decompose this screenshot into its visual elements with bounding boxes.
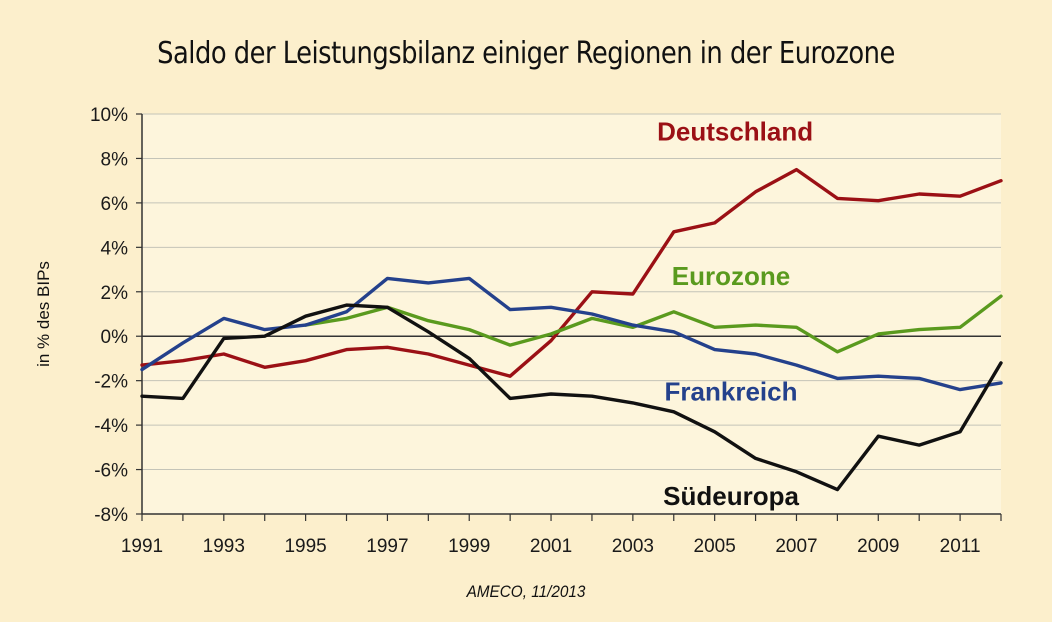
chart-title: Saldo der Leistungsbilanz einiger Region… bbox=[157, 36, 895, 71]
x-tick-label: 2007 bbox=[775, 536, 817, 557]
x-tick-label: 1995 bbox=[284, 536, 326, 557]
y-tick-label: -2% bbox=[94, 372, 128, 393]
y-axis-label: in % des BIPs bbox=[34, 261, 53, 367]
x-tick-label: 1999 bbox=[448, 536, 490, 557]
x-tick-label: 2009 bbox=[857, 536, 899, 557]
y-tick-label: -4% bbox=[94, 416, 128, 437]
y-tick-label: -6% bbox=[94, 461, 128, 482]
series-label: Deutschland bbox=[657, 117, 813, 147]
x-tick-label: 2003 bbox=[612, 536, 654, 557]
x-tick-label: 1991 bbox=[121, 536, 163, 557]
series-label: Südeuropa bbox=[663, 481, 799, 511]
series-label: Frankreich bbox=[665, 377, 798, 407]
y-tick-label: 8% bbox=[101, 149, 129, 170]
y-tick-label: 10% bbox=[90, 105, 128, 126]
series-line-deutschland bbox=[140, 167, 1003, 378]
y-tick-label: 2% bbox=[101, 283, 129, 304]
x-tick-label: 2011 bbox=[940, 536, 981, 557]
series-line-sdeuropa bbox=[140, 303, 1003, 492]
y-tick-label: -8% bbox=[94, 505, 128, 526]
y-tick-label: 0% bbox=[101, 327, 129, 348]
source-note: AMECO, 11/2013 bbox=[466, 582, 586, 601]
x-tick-label: 1997 bbox=[366, 536, 408, 557]
y-tick-label: 4% bbox=[101, 238, 129, 259]
series-line-eurozone bbox=[303, 294, 1003, 354]
y-tick-label: 6% bbox=[101, 194, 129, 215]
x-tick-label: 1993 bbox=[203, 536, 245, 557]
x-tick-label: 2005 bbox=[694, 536, 736, 557]
x-tick-label: 2001 bbox=[530, 536, 572, 557]
series-label: Eurozone bbox=[672, 261, 790, 291]
